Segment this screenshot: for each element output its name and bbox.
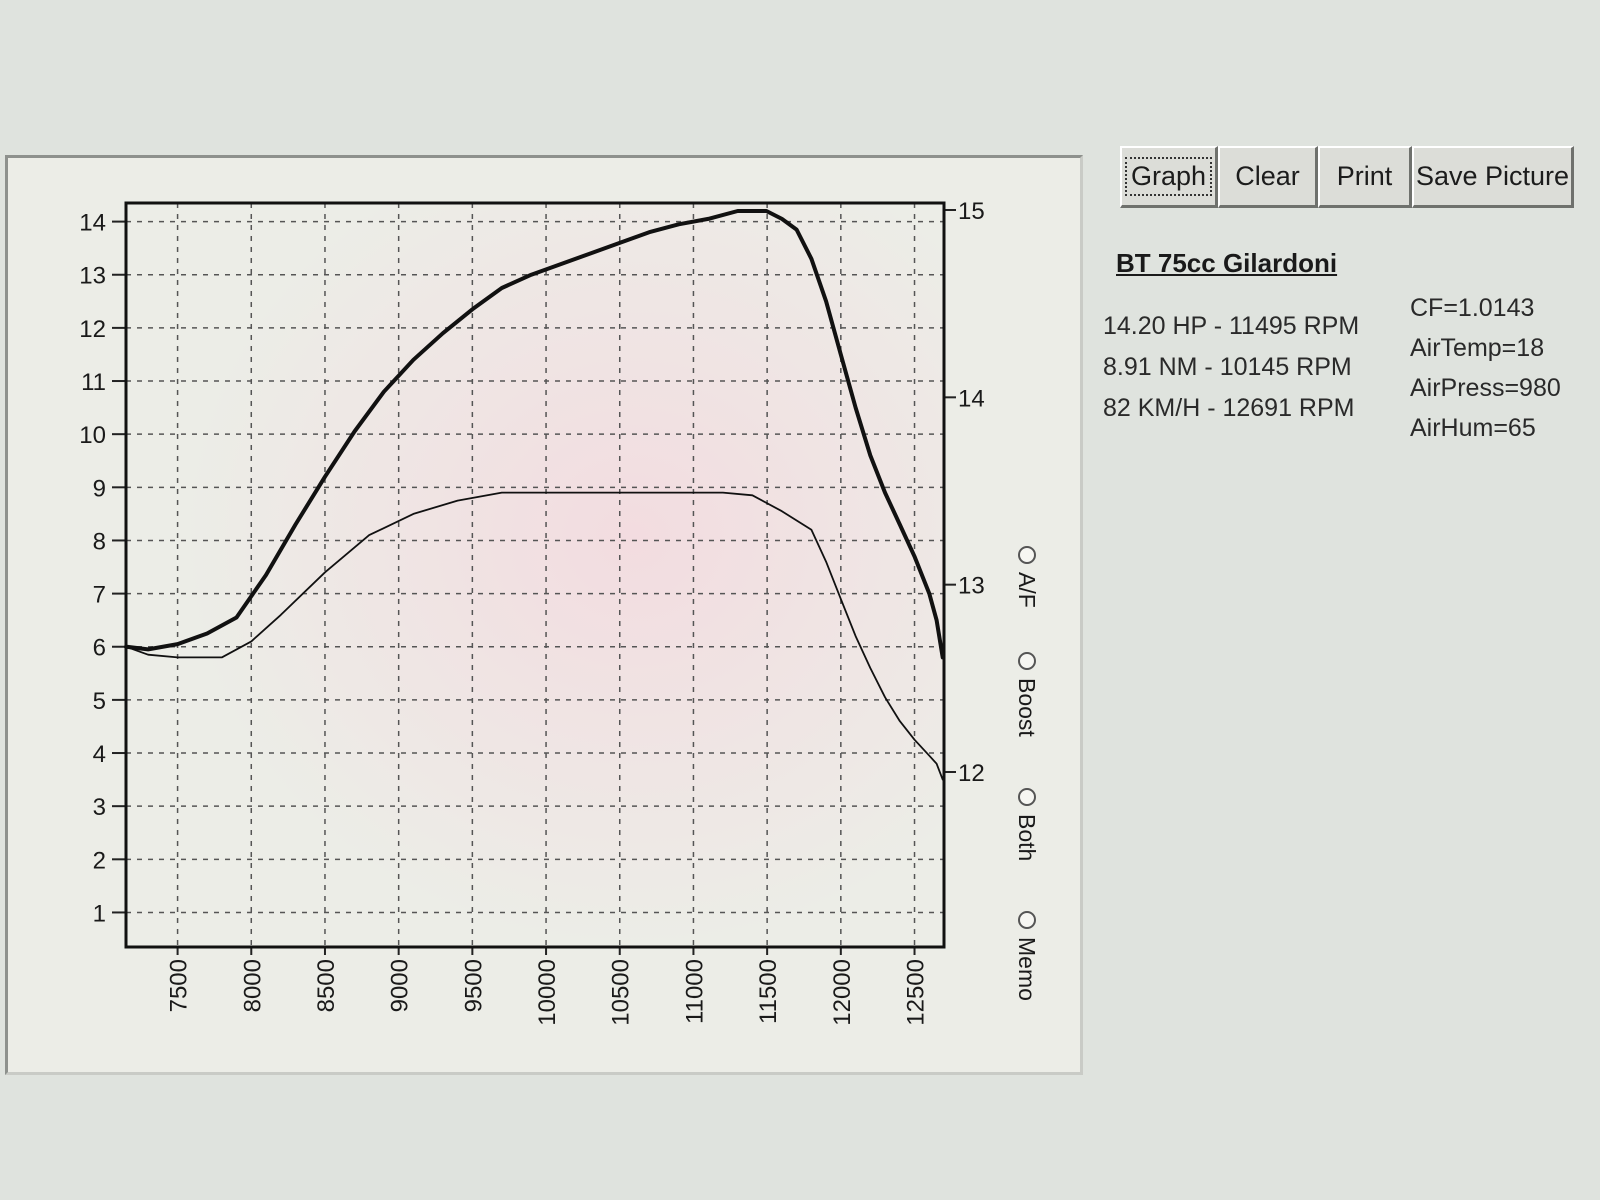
memo-radio[interactable] xyxy=(1017,911,1036,929)
boost-label: Boost xyxy=(1014,678,1040,737)
y-tick-label: 13 xyxy=(79,263,106,290)
toolbar: Graph Clear Print Save Picture xyxy=(1120,146,1574,208)
y-right-tick-label: 15 xyxy=(958,198,985,225)
torque-curve xyxy=(125,491,944,781)
y-tick-label: 2 xyxy=(93,847,106,874)
y-tick-label: 5 xyxy=(93,688,106,715)
peak-torque: 8.91 NM - 10145 RPM xyxy=(1103,353,1352,381)
x-tick-label: 7500 xyxy=(166,959,193,1012)
mode-af[interactable]: A/F xyxy=(1013,546,1040,608)
x-tick-label: 11000 xyxy=(681,959,708,1024)
y-tick-label: 7 xyxy=(93,582,106,609)
x-tick-label: 8500 xyxy=(313,959,340,1012)
power-curve xyxy=(124,209,945,660)
run-title: BT 75cc Gilardoni xyxy=(1116,248,1338,278)
af-radio[interactable] xyxy=(1017,546,1036,564)
y-tick-label: 8 xyxy=(93,528,106,555)
correction-factor: CF=1.0143 xyxy=(1410,294,1535,322)
x-tick-label: 12000 xyxy=(829,959,856,1026)
y-right-tick-label: 12 xyxy=(958,760,985,787)
mode-boost[interactable]: Boost xyxy=(1013,652,1040,737)
x-tick-label: 10000 xyxy=(534,959,561,1026)
x-tick-label: 12500 xyxy=(903,959,930,1026)
y-tick-label: 3 xyxy=(93,794,106,821)
both-label: Both xyxy=(1014,814,1040,862)
peak-power: 14.20 HP - 11495 RPM xyxy=(1103,312,1360,340)
x-tick-label: 9000 xyxy=(387,959,414,1012)
memo-label: Memo xyxy=(1014,937,1040,1001)
x-tick-label: 8000 xyxy=(239,959,266,1012)
air-temp: AirTemp=18 xyxy=(1410,334,1545,362)
plot-area xyxy=(126,203,944,947)
both-radio[interactable] xyxy=(1017,788,1036,806)
air-press: AirPress=980 xyxy=(1410,374,1561,402)
graph-button-label: Graph xyxy=(1124,157,1213,196)
y-tick-label: 1 xyxy=(93,900,106,927)
peak-stats: 14.20 HP - 11495 RPM 8.91 NM - 10145 RPM… xyxy=(1103,306,1359,429)
dyno-chart-panel: 7500 8000 8500 9000 9500 10000 10500 11000 11500… xyxy=(5,155,1083,1075)
save-picture-button[interactable]: Save Picture xyxy=(1412,146,1574,208)
y-tick-label: 14 xyxy=(79,210,106,237)
x-tick-label: 10500 xyxy=(608,959,635,1026)
dyno-chart: 7500 8000 8500 9000 9500 10000 10500 11000 11500… xyxy=(79,198,985,1026)
y-tick-label: 11 xyxy=(81,369,106,396)
x-tick-label: 11500 xyxy=(755,959,782,1024)
conditions: CF=1.0143 AirTemp=18 AirPress=980 AirHum… xyxy=(1410,288,1561,448)
x-tick-label: 9500 xyxy=(460,959,487,1012)
y-tick-label: 6 xyxy=(93,635,106,662)
y-tick-label: 10 xyxy=(79,422,106,449)
y-tick-label: 12 xyxy=(79,316,106,343)
y-right-tick-label: 13 xyxy=(958,573,985,600)
graph-button[interactable]: Graph xyxy=(1120,146,1218,208)
plot-frame xyxy=(124,201,946,949)
clear-button[interactable]: Clear xyxy=(1218,146,1318,208)
mode-both[interactable]: Both xyxy=(1013,788,1040,861)
print-button[interactable]: Print xyxy=(1318,146,1412,208)
y-tick-label: 4 xyxy=(93,741,106,768)
y-tick-label: 9 xyxy=(93,475,106,502)
y-right-tick-label: 14 xyxy=(958,385,985,412)
peak-speed: 82 KM/H - 12691 RPM xyxy=(1103,394,1355,422)
mode-memo[interactable]: Memo xyxy=(1013,911,1040,1001)
boost-radio[interactable] xyxy=(1017,652,1036,670)
air-hum: AirHum=65 xyxy=(1410,414,1536,442)
af-label: A/F xyxy=(1014,572,1040,608)
